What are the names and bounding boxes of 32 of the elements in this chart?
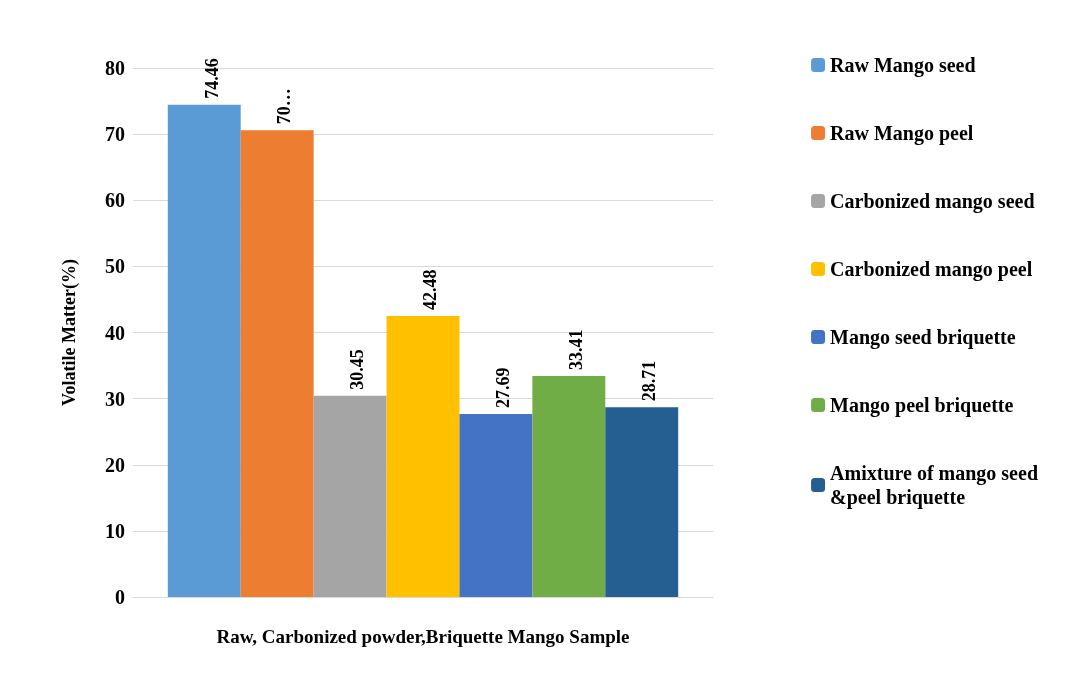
data-label: 74.46	[201, 58, 222, 99]
y-tick-label: 40	[105, 321, 125, 344]
legend-label: Raw Mango peel	[830, 122, 974, 145]
y-tick-label: 20	[105, 453, 125, 476]
bar	[240, 130, 314, 597]
bar	[605, 407, 679, 597]
y-tick-label: 0	[115, 586, 125, 608]
y-axis-title: Volatile Matter(%)	[59, 259, 80, 406]
x-axis-title: Raw, Carbonized powder,Briquette Mango Sample	[216, 626, 630, 647]
data-label: 42.48	[420, 269, 441, 311]
legend-label: Carbonized mango peel	[830, 258, 1033, 281]
data-label: 28.71	[639, 360, 660, 402]
legend-label: Carbonized mango seed	[830, 190, 1035, 213]
legend-label: Mango seed briquette	[830, 326, 1016, 349]
data-label: 33.41	[566, 329, 587, 371]
legend-label: Raw Mango seed	[830, 54, 976, 77]
y-tick-label: 60	[105, 189, 125, 212]
y-tick-label: 10	[105, 519, 125, 542]
bar	[459, 413, 533, 597]
bar	[167, 104, 241, 597]
y-tick-label: 70	[105, 123, 125, 146]
bar	[532, 376, 606, 597]
legend-label: Amixture of mango seed &peel briquette	[830, 462, 1039, 509]
data-label: 70…	[274, 88, 295, 125]
bar	[386, 316, 460, 597]
y-tick-label: 50	[105, 255, 125, 278]
y-tick-label: 80	[105, 57, 125, 79]
y-tick-label: 30	[105, 387, 125, 410]
bar	[313, 395, 387, 597]
data-label: 27.69	[493, 367, 514, 408]
legend-label: Mango peel briquette	[830, 394, 1014, 417]
data-label: 30.45	[347, 349, 368, 390]
